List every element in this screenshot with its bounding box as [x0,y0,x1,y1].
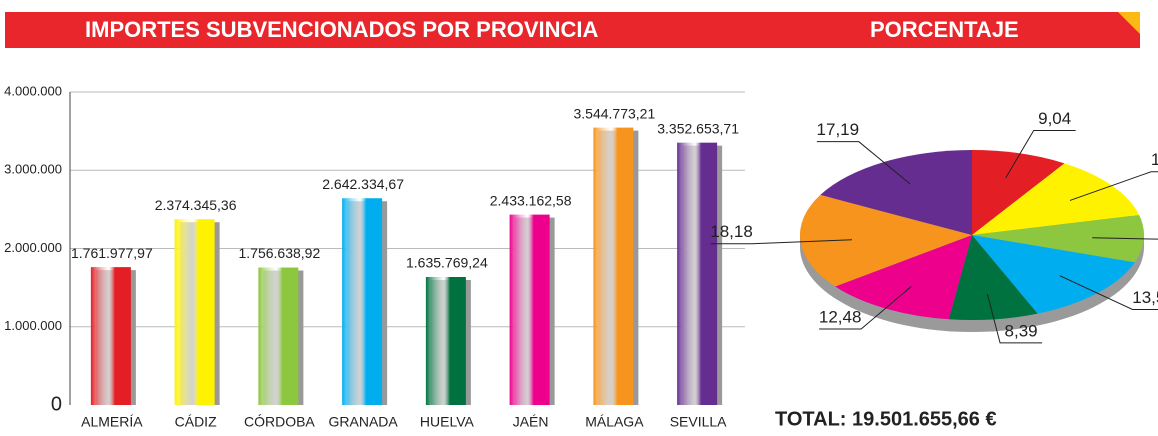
x-tick-label: CÓRDOBA [244,414,315,430]
leader-line [1069,171,1158,201]
value-label: 1.756.638,92 [239,245,321,261]
leader-line [1005,130,1076,179]
y-tick-label: 4.000.000 [4,83,62,98]
bar [342,198,383,405]
leader-line [1059,275,1158,310]
value-label: 17,19 [817,120,860,139]
bar [90,267,131,405]
value-label: 2.374.345,36 [155,197,237,213]
y-tick-label: 1.000.000 [4,318,62,333]
header-corner [1118,12,1140,34]
value-label: 8,39 [1005,321,1038,340]
value-label: 9,04 [1038,109,1071,128]
bar [593,127,634,406]
value-label: 12,18 [1151,150,1158,169]
bar-chart-title: IMPORTES SUBVENCIONADOS POR PROVINCIA [85,17,599,42]
value-label: 13,55 [1132,288,1158,307]
bar [677,142,718,405]
x-tick-label: HUELVA [420,414,475,430]
bar [425,277,466,405]
value-label: 12,48 [819,307,862,326]
value-label: 1.761.977,97 [71,245,153,261]
bar [258,267,299,405]
x-tick-label: SEVILLA [670,414,727,430]
pie-slice [972,235,1135,314]
x-tick-label: CÁDIZ [175,414,217,430]
value-label: 2.433.162,58 [490,192,572,208]
pie-slice [799,194,972,287]
leader-line [986,293,1043,344]
value-label: 3.352.653,71 [657,120,739,136]
value-label: 2.642.334,67 [322,176,404,192]
value-label: 1.635.769,24 [406,255,488,271]
pie-slice [972,150,1065,235]
bar [509,214,550,405]
x-tick-label: GRANADA [329,414,399,430]
leader-line [1092,237,1158,240]
x-tick-label: JAÉN [513,414,549,430]
value-label: 3.544.773,21 [574,105,656,121]
y-tick-label: 3.000.000 [4,162,62,177]
pie-chart-title: PORCENTAJE [870,17,1019,42]
y-tick-label: 0 [51,393,62,415]
pie-slice [972,214,1144,263]
value-label: 18,18 [710,222,753,241]
leader-line [710,239,853,245]
leader-line [819,286,912,330]
x-tick-label: ALMERÍA [81,414,143,430]
y-tick-label: 2.000.000 [4,240,62,255]
pie-slice [820,150,972,235]
pie-slice [972,163,1140,235]
x-tick-label: MÁLAGA [585,414,644,430]
pie-slice [835,235,972,320]
bar [174,219,215,405]
total-annotation: TOTAL: 19.501.655,66 € [775,408,997,430]
leader-line [816,141,911,185]
header-bar [5,12,1140,48]
pie-slice [948,235,1038,320]
